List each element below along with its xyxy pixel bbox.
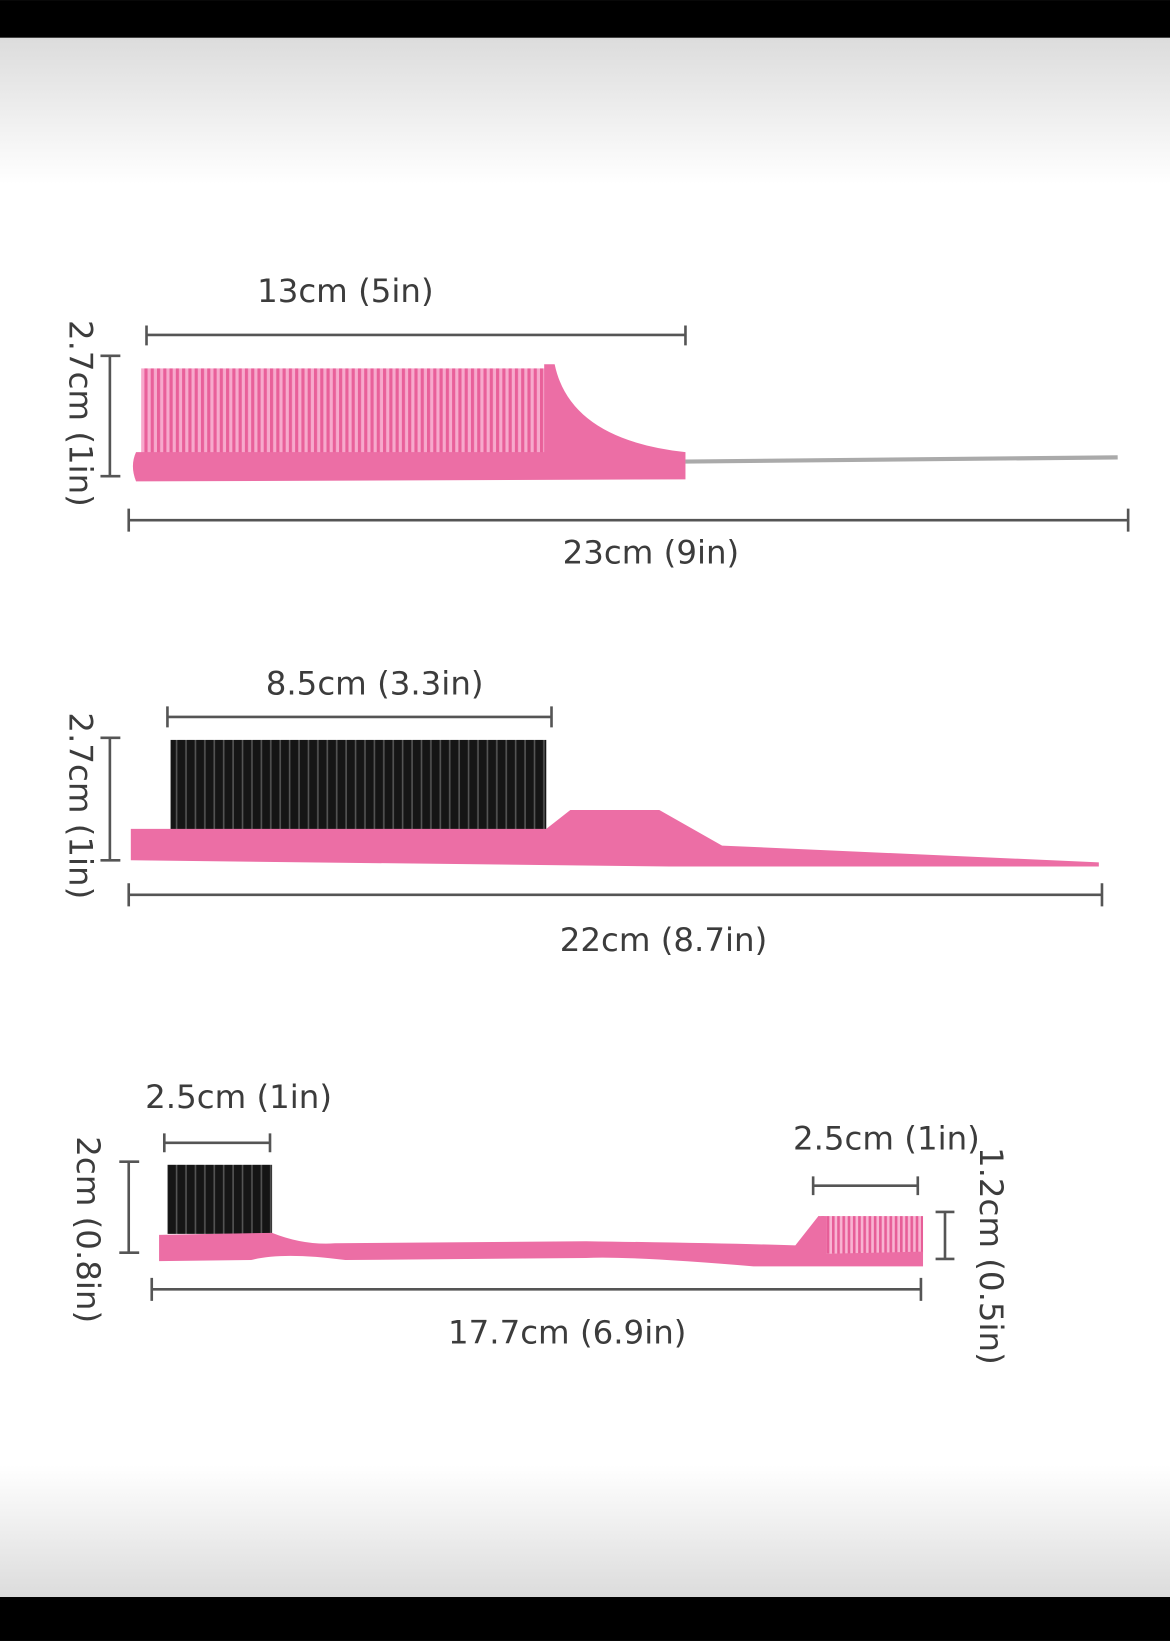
top-bar xyxy=(0,0,1170,38)
height-label: 2cm (0.8in) xyxy=(69,1136,107,1323)
bottom-bar xyxy=(0,1597,1170,1641)
length-label: 17.7cm (6.9in) xyxy=(448,1313,686,1351)
comb-width-label: 2.5cm (1in) xyxy=(793,1120,980,1158)
top-shade xyxy=(0,37,1170,185)
tail-comb xyxy=(132,364,1118,482)
length-label: 23cm (9in) xyxy=(563,534,740,572)
teasing-brush xyxy=(130,739,1099,867)
length-label: 22cm (8.7in) xyxy=(560,921,768,959)
edge-brush xyxy=(159,1164,924,1267)
head-width-label: 13cm (5in) xyxy=(257,272,434,310)
head-width-label: 2.5cm (1in) xyxy=(145,1078,332,1116)
bottom-shade xyxy=(0,1465,1170,1598)
comb-height-label: 1.2cm (0.5in) xyxy=(972,1147,1010,1365)
height-label: 2.7cm (1in) xyxy=(61,320,99,507)
height-label: 2.7cm (1in) xyxy=(61,712,99,899)
head-width-label: 8.5cm (3.3in) xyxy=(266,665,484,703)
